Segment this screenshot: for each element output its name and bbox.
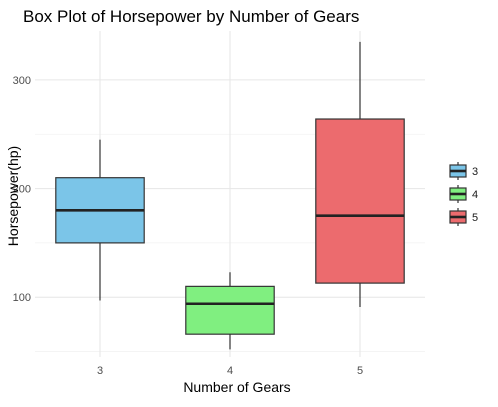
y-tick-label: 200 — [13, 184, 31, 196]
box-iqr — [315, 118, 405, 284]
chart-title: Box Plot of Horsepower by Number of Gear… — [23, 7, 359, 26]
x-tick-label: 3 — [97, 365, 103, 377]
legend-item-4: 4 — [449, 185, 478, 203]
x-tick-labels: 3 4 5 — [97, 365, 363, 377]
x-tick-label: 5 — [357, 365, 363, 377]
legend-item-5: 5 — [449, 208, 478, 226]
legend-label: 5 — [472, 212, 478, 224]
legend-label: 4 — [472, 189, 478, 201]
legend-item-3: 3 — [449, 162, 478, 180]
box-group-5 — [315, 41, 405, 308]
y-tick-label: 300 — [13, 75, 31, 87]
y-axis-title: Horsepower(hp) — [5, 146, 21, 246]
legend-label: 3 — [472, 166, 478, 178]
box-layer — [55, 41, 405, 350]
x-axis-title: Number of Gears — [183, 379, 290, 395]
y-tick-labels: 100 200 300 — [13, 75, 31, 304]
box-iqr — [185, 285, 275, 335]
x-tick-label: 4 — [227, 365, 233, 377]
box-group-4 — [185, 272, 275, 350]
legend: 3 4 5 — [449, 162, 478, 226]
y-tick-label: 100 — [13, 292, 31, 304]
box-group-3 — [55, 139, 145, 301]
